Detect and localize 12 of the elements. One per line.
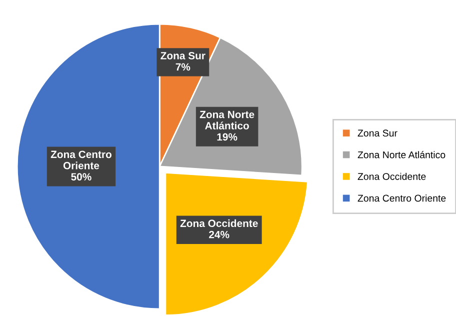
legend-label: Zona Norte Atlántico bbox=[358, 151, 446, 158]
data-label: 19% bbox=[217, 133, 238, 141]
slice-label: Zona Norte Atlántico bbox=[200, 110, 254, 130]
slice-label: Zona Sur bbox=[160, 52, 206, 60]
slice-label: Zona Occidente bbox=[180, 219, 258, 228]
data-label: 50% bbox=[71, 173, 92, 181]
slice-label: Zona Centro Oriente bbox=[50, 150, 112, 170]
legend-label: Zona Centro Oriente bbox=[358, 194, 446, 202]
data-label: 24% bbox=[209, 230, 230, 238]
legend-label: Zona Sur bbox=[358, 130, 398, 137]
data-label: 7% bbox=[176, 63, 190, 71]
legend-label: Zona Occidente bbox=[358, 172, 426, 180]
